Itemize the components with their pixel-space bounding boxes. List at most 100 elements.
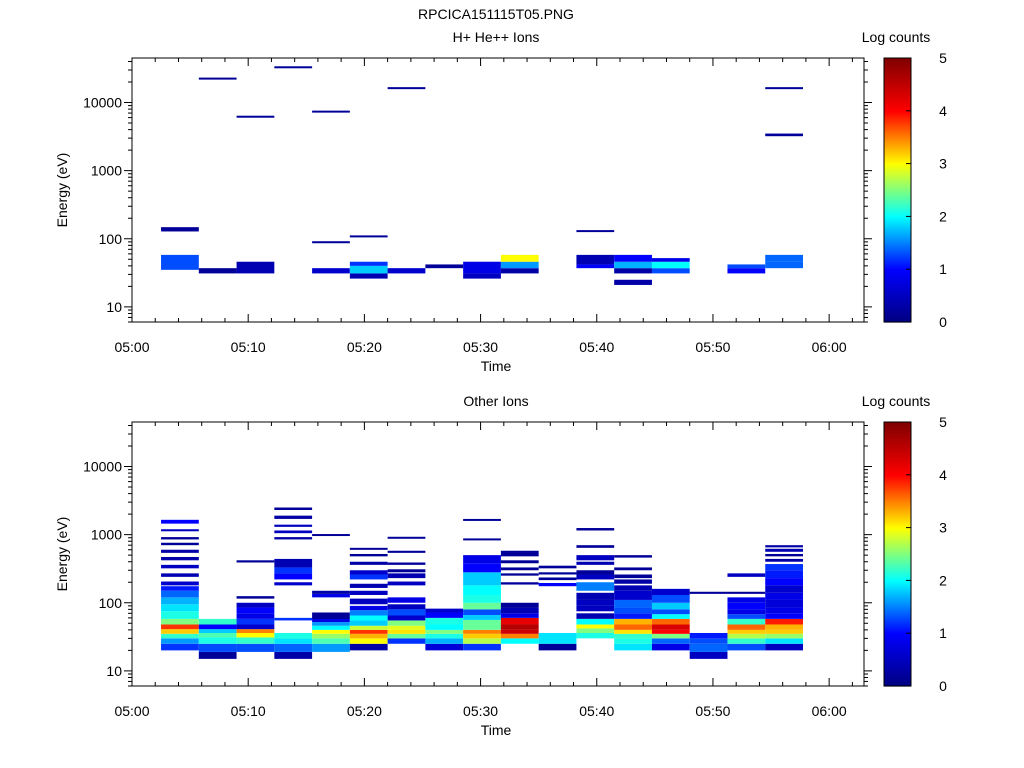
colorbar-swatch <box>884 670 911 673</box>
colorbar-swatch <box>884 86 911 89</box>
colorbar-swatch <box>884 486 911 489</box>
colorbar-swatch <box>884 588 911 591</box>
heatmap-cell <box>425 629 464 634</box>
panel-title: Other Ions <box>463 393 528 409</box>
colorbar-swatch <box>884 246 911 249</box>
colorbar-swatch <box>884 306 911 309</box>
heatmap-cell <box>312 629 350 634</box>
heatmap-cell <box>463 595 501 603</box>
colorbar-swatch <box>884 172 911 175</box>
colorbar-tick-label: 5 <box>939 50 947 66</box>
colorbar-swatch <box>884 626 911 629</box>
heatmap-cell <box>161 633 199 639</box>
plot-frame <box>131 421 865 687</box>
colorbar-swatch <box>884 190 911 193</box>
x-tick-label: 05:00 <box>114 339 149 355</box>
colorbar-swatch <box>884 470 911 473</box>
heatmap-cell <box>614 613 652 619</box>
heatmap-cell <box>614 599 652 608</box>
heatmap-cell <box>161 542 199 546</box>
heatmap-cell <box>614 555 652 558</box>
colorbar-swatch <box>884 478 911 481</box>
heatmap-cell <box>349 583 388 588</box>
heatmap-cell <box>651 258 690 262</box>
colorbar-swatch <box>884 446 911 449</box>
colorbar-swatch <box>884 602 911 605</box>
colorbar-swatch <box>884 684 911 687</box>
heatmap-cell <box>387 625 426 630</box>
heatmap-cell <box>500 550 539 557</box>
x-axis-label: Time <box>481 722 512 738</box>
colorbar-swatch <box>884 606 911 609</box>
figure-title: RPCICA151115T05.PNG <box>418 6 574 22</box>
x-tick-label: 05:40 <box>579 703 614 719</box>
colorbar-swatch <box>884 564 911 567</box>
colorbar-swatch <box>884 614 911 617</box>
heatmap-cell <box>500 268 539 274</box>
heatmap-cell <box>765 599 803 608</box>
colorbar-swatch <box>884 578 911 581</box>
heatmap-cell <box>500 261 539 269</box>
colorbar-swatch <box>884 252 911 255</box>
heatmap-cell <box>500 624 539 630</box>
colorbar-swatch <box>884 560 911 563</box>
colorbar-swatch <box>884 164 911 167</box>
colorbar-swatch <box>884 186 911 189</box>
heatmap-cell <box>576 230 615 233</box>
colorbar-swatch <box>884 512 911 515</box>
heatmap-cell <box>765 607 803 614</box>
colorbar-swatch <box>884 648 911 651</box>
colorbar-swatch <box>884 464 911 467</box>
heatmap-cell <box>651 609 690 615</box>
heatmap-cell <box>349 620 388 626</box>
heatmap-cell <box>198 629 237 633</box>
colorbar-swatch <box>884 596 911 599</box>
colorbar-swatch <box>884 518 911 521</box>
y-tick-label: 1000 <box>91 163 122 179</box>
colorbar-swatch <box>884 552 911 555</box>
colorbar-swatch <box>884 98 911 101</box>
colorbar-swatch <box>884 58 911 61</box>
colorbar-swatch <box>884 270 911 273</box>
x-tick-label: 05:50 <box>695 339 730 355</box>
colorbar-swatch <box>884 150 911 153</box>
heatmap-cell <box>463 273 501 279</box>
heatmap-cell <box>387 550 426 553</box>
colorbar-swatch <box>884 132 911 135</box>
colorbar-swatch <box>884 608 911 611</box>
heatmap-cell <box>274 573 313 580</box>
heatmap-cell <box>312 268 350 274</box>
y-tick-label: 100 <box>99 595 123 611</box>
colorbar-swatch <box>884 206 911 209</box>
colorbar-swatch <box>884 176 911 179</box>
colorbar-swatch <box>884 126 911 129</box>
colorbar-swatch <box>884 114 911 117</box>
heatmap-cell <box>463 615 501 620</box>
colorbar-swatch <box>884 664 911 667</box>
heatmap-cell <box>576 582 615 591</box>
colorbar-swatch <box>884 498 911 501</box>
heatmap-cell <box>765 548 803 552</box>
colorbar-swatch <box>884 286 911 289</box>
colorbar-swatch <box>884 236 911 239</box>
colorbar-swatch <box>884 576 911 579</box>
colorbar-swatch <box>884 580 911 583</box>
heatmap-cell <box>349 261 388 266</box>
colorbar-swatch <box>884 272 911 275</box>
heatmap-cell <box>727 602 766 610</box>
colorbar-swatch <box>884 88 911 91</box>
heatmap-cell <box>463 563 501 573</box>
colorbar-swatch <box>884 678 911 681</box>
heatmap-cell <box>349 273 388 279</box>
heatmap-cell <box>727 618 766 625</box>
heatmap-cell <box>161 573 199 577</box>
colorbar-swatch <box>884 604 911 607</box>
colorbar-tick-label: 5 <box>939 414 947 430</box>
x-tick-label: 05:20 <box>347 703 382 719</box>
colorbar-swatch <box>884 222 911 225</box>
colorbar-swatch <box>884 282 911 285</box>
heatmap-cell <box>614 643 652 651</box>
heatmap-cell <box>312 617 350 623</box>
colorbar-swatch <box>884 620 911 623</box>
colorbar-tick-label: 1 <box>939 261 947 277</box>
